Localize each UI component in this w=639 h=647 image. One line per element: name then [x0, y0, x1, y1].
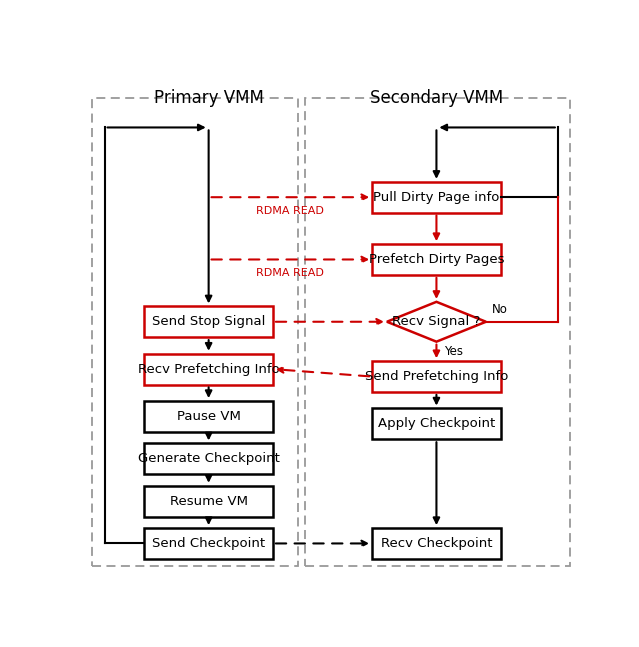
Bar	[372, 244, 501, 275]
Text: Recv Prefetching Info: Recv Prefetching Info	[138, 362, 279, 375]
Text: Pause VM: Pause VM	[177, 410, 240, 423]
Text: Resume VM: Resume VM	[169, 494, 248, 508]
Text: Prefetch Dirty Pages: Prefetch Dirty Pages	[369, 253, 504, 266]
Bar	[144, 443, 273, 474]
Text: Send Prefetching Info: Send Prefetching Info	[365, 370, 508, 383]
Text: RDMA READ: RDMA READ	[256, 269, 324, 278]
Text: Secondary VMM: Secondary VMM	[370, 89, 503, 107]
Text: Send Checkpoint: Send Checkpoint	[152, 537, 265, 550]
Polygon shape	[387, 302, 486, 342]
Bar	[144, 354, 273, 384]
Text: Recv Checkpoint: Recv Checkpoint	[381, 537, 492, 550]
Text: Primary VMM: Primary VMM	[154, 89, 263, 107]
Text: Yes: Yes	[444, 345, 463, 358]
Bar	[144, 306, 273, 337]
Bar	[372, 528, 501, 559]
Bar	[144, 528, 273, 559]
Bar	[372, 408, 501, 439]
Text: No: No	[492, 303, 508, 316]
Text: Apply Checkpoint: Apply Checkpoint	[378, 417, 495, 430]
Bar	[144, 401, 273, 432]
Text: Pull Dirty Page info: Pull Dirty Page info	[373, 191, 500, 204]
Bar	[372, 361, 501, 392]
Text: Recv Signal ?: Recv Signal ?	[392, 315, 481, 328]
Bar	[372, 182, 501, 213]
Text: RDMA READ: RDMA READ	[256, 206, 324, 216]
Text: Send Stop Signal: Send Stop Signal	[152, 315, 265, 328]
Bar	[144, 486, 273, 516]
Text: Generate Checkpoint: Generate Checkpoint	[137, 452, 280, 465]
